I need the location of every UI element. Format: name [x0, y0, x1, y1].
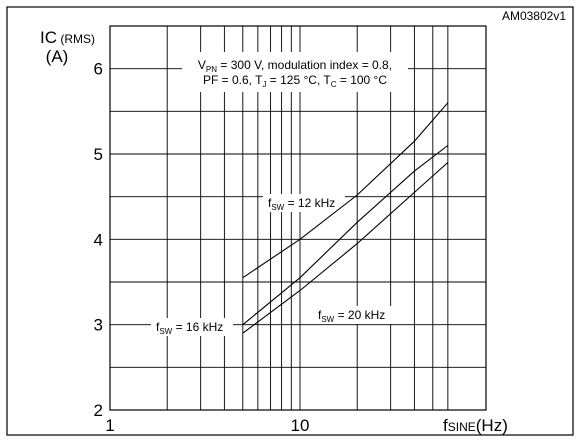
y-axis-label: IC (RMS) [40, 28, 95, 47]
y-tick-label: 4 [94, 230, 103, 249]
series-label: fSW = 12 kHz [268, 196, 335, 212]
series-label: fSW = 16 kHz [156, 320, 223, 336]
grid [110, 26, 486, 410]
y-tick-label: 6 [94, 60, 103, 79]
x-tick-label: 1 [105, 416, 114, 435]
x-axis-label: fSINE(Hz) [443, 416, 508, 435]
figure-id: AM03802v1 [502, 9, 566, 23]
curves [242, 102, 449, 334]
labels: AM03802v1 2 3 4 5 6 1 10 IC (RMS)(A) fSINE(Hz) VPN… [40, 9, 566, 435]
outer-frame [6, 6, 574, 436]
y-tick-label: 5 [94, 145, 103, 164]
series-line [242, 162, 449, 334]
y-tick-label: 3 [94, 316, 103, 335]
conditions-line-1: VPN = 300 V, modulation index = 0.8, [198, 58, 392, 74]
series-label-box [313, 306, 395, 324]
series-label-box [151, 318, 233, 336]
series-label-box [263, 194, 345, 212]
conditions-box [182, 52, 408, 92]
y-axis-unit: (A) [46, 47, 69, 66]
y-axis-label-sub: (RMS) [57, 32, 95, 46]
x-axis-label-sub: SINE [448, 420, 476, 434]
x-tick-label: 10 [291, 416, 310, 435]
conditions-line-2: PF = 0.6, TJ = 125 °C, TC = 100 °C [203, 73, 387, 89]
y-axis-label-main: IC [40, 28, 57, 47]
series-line [242, 102, 449, 279]
x-axis-label-unit: (Hz) [476, 416, 508, 435]
series-line [242, 145, 449, 326]
x-axis-label-main: f [443, 416, 448, 435]
y-tick-label: 2 [94, 401, 103, 420]
series-label: fSW = 20 kHz [318, 308, 385, 324]
plot-frame [109, 25, 487, 411]
